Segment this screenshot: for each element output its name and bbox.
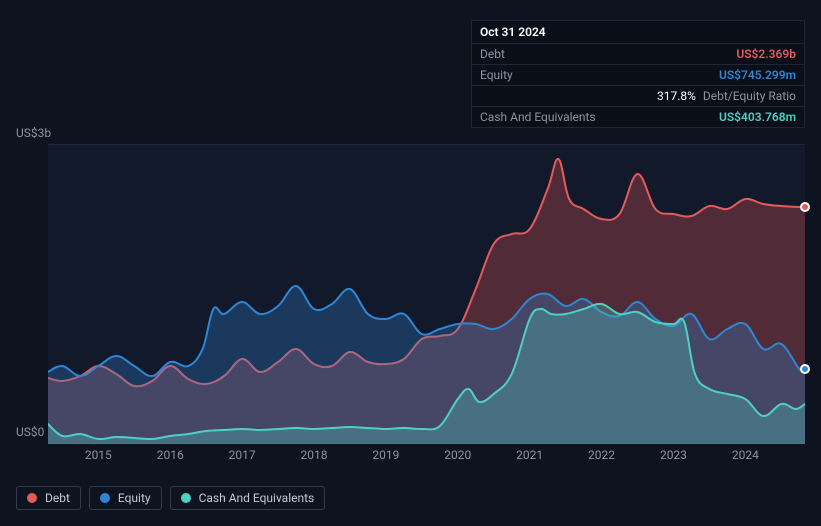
tooltip-row-ratio: 317.8% Debt/Equity Ratio (472, 86, 804, 107)
xaxis-tick: 2015 (85, 448, 112, 462)
xaxis-tick: 2016 (157, 448, 184, 462)
xaxis-tick: 2021 (516, 448, 543, 462)
tooltip-ratio-suffix: Debt/Equity Ratio (703, 89, 796, 103)
tooltip: Oct 31 2024 Debt US$2.369b Equity US$745… (471, 20, 805, 128)
xaxis-tick: 2018 (300, 448, 327, 462)
tooltip-row-equity: Equity US$745.299m (472, 65, 804, 86)
xaxis-tick: 2022 (588, 448, 615, 462)
tooltip-label: Cash And Equivalents (480, 110, 596, 124)
area-chart-svg (48, 144, 805, 444)
tooltip-value: US$403.768m (719, 110, 796, 124)
tooltip-row-debt: Debt US$2.369b (472, 44, 804, 65)
legend: Debt Equity Cash And Equivalents (16, 486, 325, 510)
chart-plot-area[interactable] (48, 144, 805, 444)
tooltip-row-cash: Cash And Equivalents US$403.768m (472, 107, 804, 127)
legend-label: Equity (118, 491, 151, 505)
xaxis-tick: 2024 (732, 448, 759, 462)
swatch-icon (27, 493, 37, 503)
xaxis-tick: 2017 (229, 448, 256, 462)
tooltip-ratio: 317.8% Debt/Equity Ratio (657, 89, 796, 103)
tooltip-label: Debt (480, 47, 505, 61)
legend-label: Cash And Equivalents (199, 491, 315, 505)
tooltip-value: US$745.299m (719, 68, 796, 82)
yaxis-tick-min: US$0 (16, 425, 44, 439)
tooltip-ratio-value: 317.8% (657, 89, 696, 103)
tooltip-date: Oct 31 2024 (472, 21, 804, 44)
legend-item-debt[interactable]: Debt (16, 486, 81, 510)
tooltip-value: US$2.369b (736, 47, 796, 61)
legend-label: Debt (45, 491, 70, 505)
xaxis-tick: 2019 (372, 448, 399, 462)
xaxis-tick: 2023 (660, 448, 687, 462)
edge-marker-debt (800, 202, 810, 212)
xaxis-tick: 2020 (444, 448, 471, 462)
legend-item-equity[interactable]: Equity (89, 486, 162, 510)
edge-marker-equity (800, 364, 810, 374)
legend-item-cash[interactable]: Cash And Equivalents (170, 486, 326, 510)
yaxis-tick-max: US$3b (16, 126, 51, 140)
swatch-icon (100, 493, 110, 503)
tooltip-label: Equity (480, 68, 513, 82)
swatch-icon (181, 493, 191, 503)
xaxis: 2015 2016 2017 2018 2019 2020 2021 2022 2023 2024 (48, 448, 805, 468)
